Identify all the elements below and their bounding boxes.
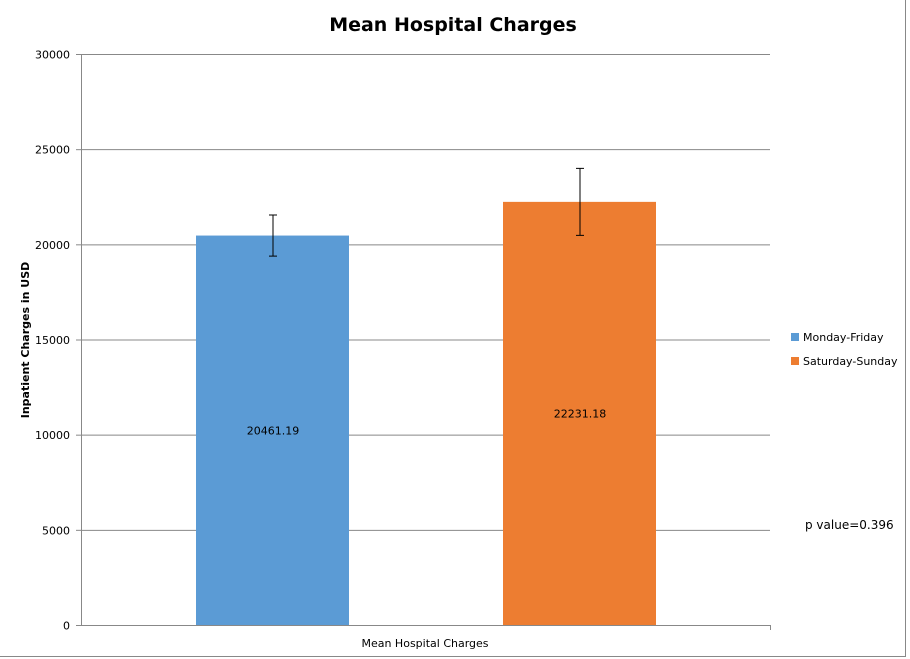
y-tick-label: 15000	[35, 334, 70, 347]
y-tick-label: 25000	[35, 144, 70, 157]
bar-monday-friday	[196, 235, 349, 625]
legend-label: Saturday-Sunday	[803, 355, 898, 368]
y-tick-label: 30000	[35, 49, 70, 62]
y-axis-label: Inpatient Charges in USD	[19, 262, 32, 419]
y-tick-label: 10000	[35, 429, 70, 442]
legend-swatch	[791, 333, 799, 341]
data-label: 22231.18	[554, 407, 607, 420]
p-value-annotation: p value=0.396	[805, 518, 894, 532]
y-tick-label: 0	[63, 620, 70, 633]
data-label: 20461.19	[247, 424, 300, 437]
y-tick-label: 20000	[35, 239, 70, 252]
y-tick-label: 5000	[42, 524, 70, 537]
legend-swatch	[791, 357, 799, 365]
x-axis-label: Mean Hospital Charges	[361, 637, 488, 650]
bar-saturday-sunday	[503, 201, 656, 625]
chart-title: Mean Hospital Charges	[329, 14, 577, 36]
legend-label: Monday-Friday	[803, 331, 884, 344]
